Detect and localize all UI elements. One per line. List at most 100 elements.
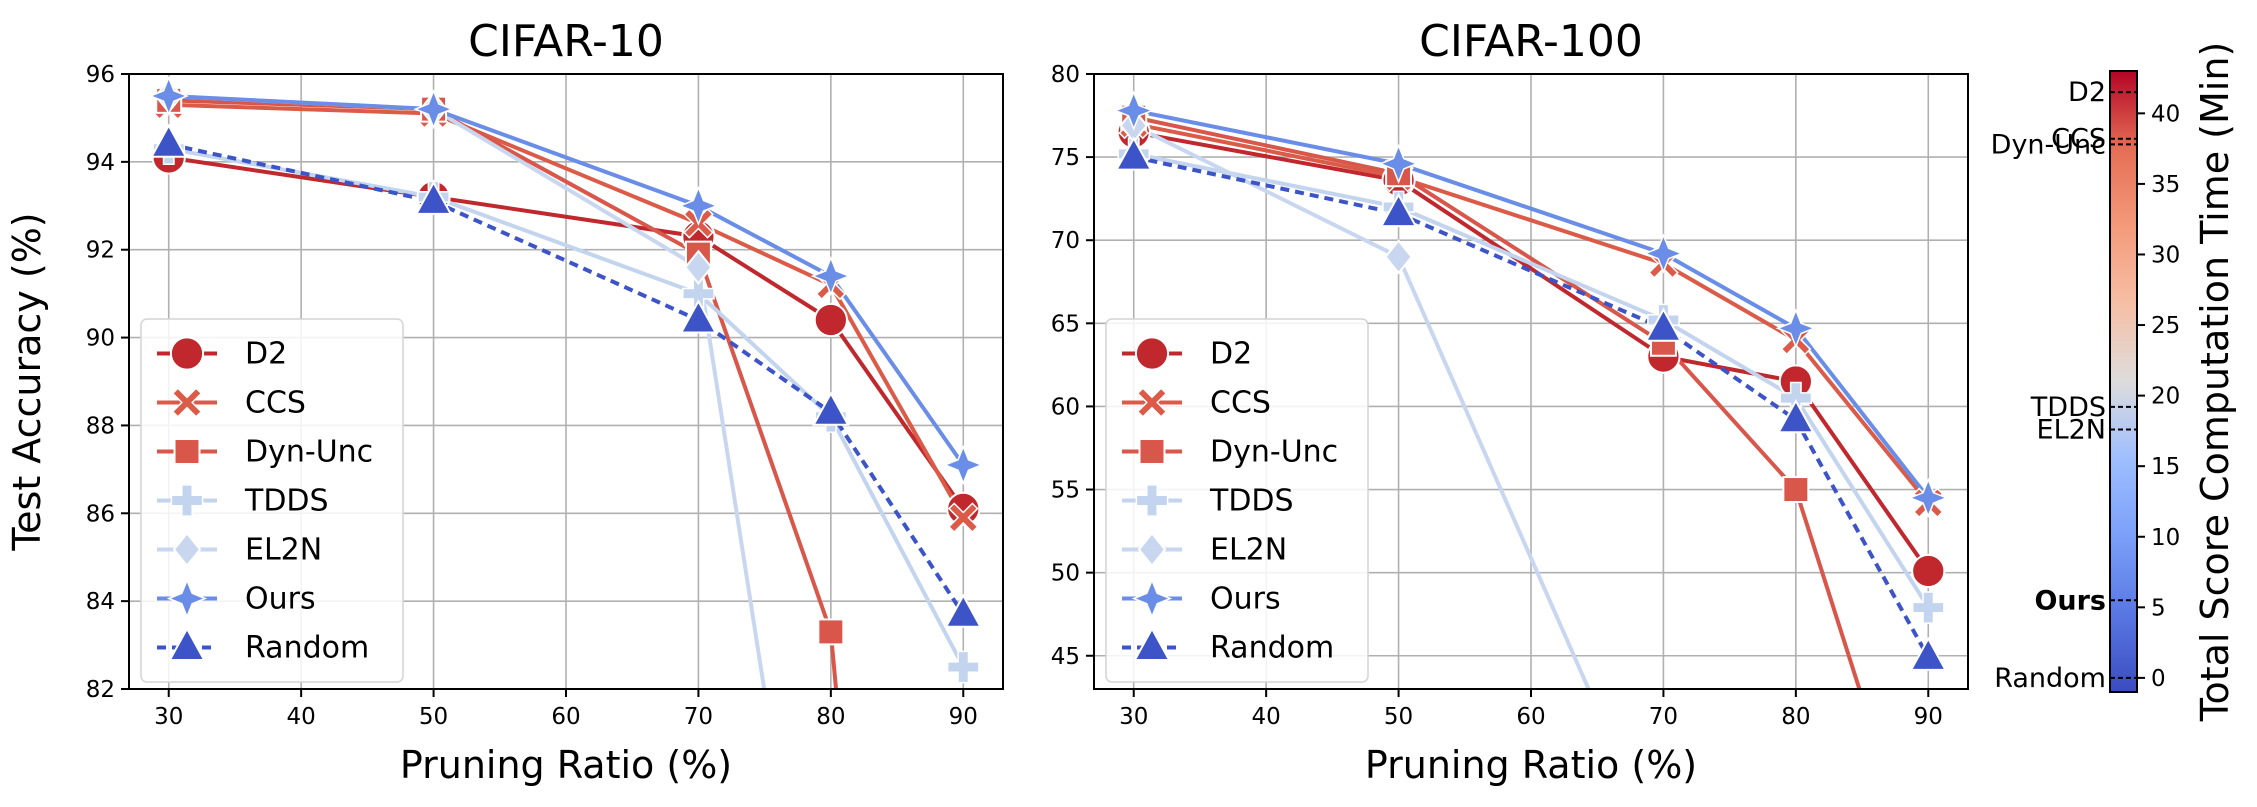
legend-label: CCS [1210,386,1271,421]
legend-label: Dyn-Unc [245,435,373,470]
y-tick-label: 92 [86,238,115,264]
y-tick-label: 84 [86,589,115,615]
colorbar-marker-label-el2n: EL2N [2037,414,2106,445]
colorbar-tick-label: 5 [2151,595,2166,621]
cifar10-panel: 30 40 50 60 70 80 90 82 84 86 88 90 92 94 96 CIFAR-10 Pr… [5,16,1004,787]
legend-item-ours: Ours [157,578,316,619]
legend-label: EL2N [1210,533,1287,568]
data-point-random [944,593,983,628]
x-tick-label: 30 [1119,704,1148,730]
legend-marker [170,484,204,517]
legend-label: TDDS [1209,484,1294,519]
colorbar-marker-label-d2: D2 [2068,77,2106,108]
colorbar-marker-label-dyn-unc: Dyn-Unc [1991,129,2106,160]
series-group [148,75,984,689]
colorbar-marker-label-ours: Ours [2034,585,2106,616]
legend-marker [1134,336,1170,371]
x-tick-label: 90 [1914,704,1943,730]
legend-label: CCS [245,386,306,421]
data-point-ours [1775,308,1817,349]
legend: D2 CCS Dyn-Unc TDDS EL2N Ours Random [1105,318,1369,683]
data-point-ours [148,75,189,117]
legend-item-tdds: TDDS [157,484,329,519]
cifar100-panel: 30 40 50 60 70 80 90 45 50 55 60 65 70 75 80 CIFAR-100 P… [1051,16,1969,787]
x-tick-label: 80 [1781,704,1810,730]
legend-label: D2 [245,337,287,372]
legend-label: Random [1210,631,1334,666]
series-group [1113,90,1949,689]
data-point-random [1644,307,1683,342]
y-tick-label: 45 [1051,644,1080,670]
y-tick-label: 82 [86,677,115,703]
y-tick-label: 88 [86,413,115,439]
legend-item-el2n: EL2N [1122,531,1287,568]
legend-marker [1138,438,1166,465]
x-tick-label: 60 [551,704,580,730]
colorbar-tick-label: 15 [2151,454,2180,480]
x-tick-label: 50 [419,704,448,730]
legend-marker [1136,387,1168,418]
legend-item-random: Random [157,626,369,666]
data-point-random [1776,398,1815,434]
legend-item-d2: D2 [1122,336,1252,372]
data-point-dyn-unc [1782,476,1810,504]
legend-item-random: Random [1122,626,1334,666]
colorbar-tick-label: 0 [2151,666,2166,692]
data-point-tdds [1911,591,1945,624]
legend: D2 CCS Dyn-Unc TDDS EL2N Ours Random [140,318,404,683]
x-tick-label: 40 [287,704,316,730]
data-point-ours [413,88,454,130]
y-tick-label: 65 [1051,311,1080,337]
data-point-ours [1908,477,1949,519]
legend-item-dyn-unc: Dyn-Unc [157,435,373,470]
legend-marker [169,336,205,371]
legend-item-ours: Ours [1122,578,1281,619]
y-tick-label: 94 [86,150,115,176]
y-tick-label: 75 [1051,145,1080,171]
colorbar-gradient [2109,70,2138,693]
legend-item-d2: D2 [157,336,287,372]
legend-item-ccs: CCS [1122,386,1271,421]
chart-title: CIFAR-100 [1419,16,1643,67]
data-point-el2n [684,249,713,285]
y-tick-label: 55 [1051,478,1080,504]
data-point-ours [810,255,852,297]
data-point-tdds [946,650,980,684]
legend-label: Ours [1210,582,1281,617]
data-point-ours [943,444,984,486]
data-point-random [414,180,453,215]
x-tick-label: 70 [684,704,713,730]
y-tick-label: 86 [86,501,115,527]
x-tick-label: 60 [1516,704,1545,730]
x-axis-label: Pruning Ratio (%) [400,743,732,787]
legend-marker [172,531,202,568]
legend-label: TDDS [244,484,329,519]
y-tick-label: 60 [1051,394,1080,420]
y-tick-label: 70 [1051,228,1080,254]
y-tick-label: 96 [86,62,115,88]
x-tick-label: 70 [1649,704,1678,730]
colorbar-tick-label: 20 [2151,384,2180,410]
data-point-random [1909,636,1948,671]
x-axis-label: Pruning Ratio (%) [1365,743,1697,787]
colorbar-marker-label-ccs: CCS [2051,124,2106,155]
legend-label: Random [245,631,369,666]
x-tick-label: 30 [154,704,183,730]
colorbar-tick-label: 10 [2151,525,2180,551]
legend-marker [1133,626,1171,661]
data-point-random [679,299,718,334]
colorbar-marker-label-tdds: TDDS [2030,392,2106,423]
legend-box [140,318,404,683]
data-point-ours [678,185,719,227]
x-tick-label: 40 [1252,704,1281,730]
colorbar-tick-label: 35 [2151,172,2180,198]
data-point-el2n [1384,239,1413,275]
data-point-ours [1643,233,1684,274]
y-tick-label: 80 [1051,62,1080,88]
legend-marker [1131,578,1173,619]
legend-marker [166,578,208,619]
x-tick-label: 50 [1384,704,1413,730]
colorbar-tick-label: 25 [2151,313,2180,339]
legend-marker [173,438,201,465]
